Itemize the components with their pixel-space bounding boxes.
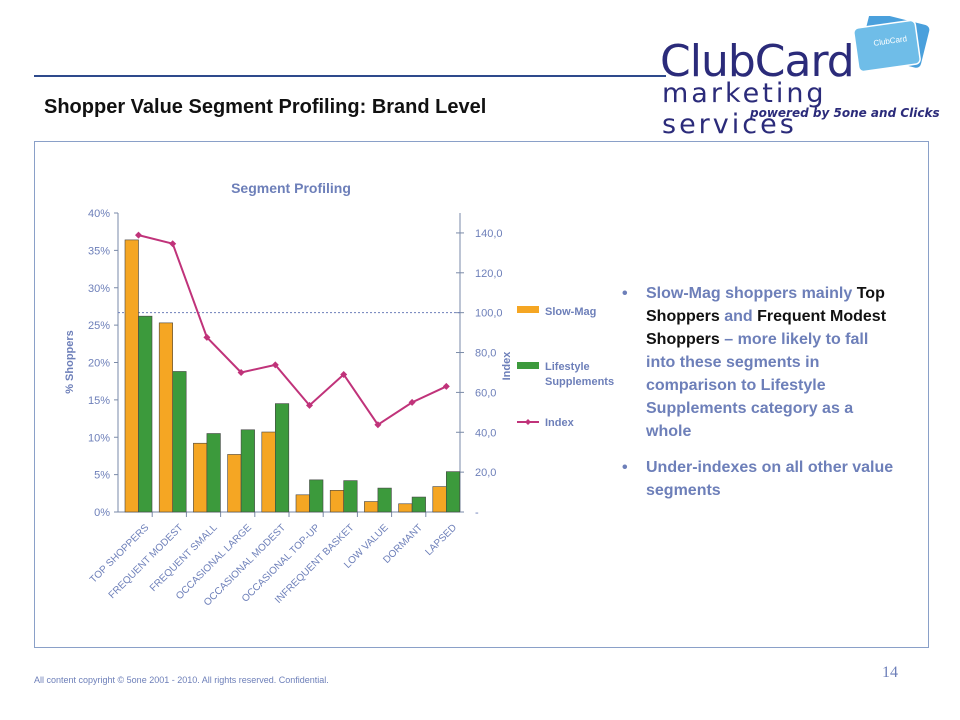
index-point-marker (340, 370, 348, 378)
bar-lifestyle-supplements (309, 479, 324, 513)
top-rule (34, 75, 666, 77)
bar-slow-mag (329, 490, 345, 513)
index-point-marker (237, 368, 245, 376)
bar-lifestyle-supplements (206, 433, 221, 513)
left-tick-label: 30% (88, 283, 110, 295)
left-tick-label: 35% (88, 245, 110, 257)
right-tick-label: 60,0 (475, 387, 496, 399)
clubcard-logo: ClubCard ClubCard marketing services pow… (650, 14, 940, 140)
insight-bullet: • Slow-Mag shoppers mainly Top Shoppers a… (622, 282, 894, 443)
legend-label-slow-mag: Slow-Mag (545, 306, 596, 318)
right-tick-label: 20,0 (475, 467, 496, 479)
bar-lifestyle-supplements (274, 403, 290, 513)
bar-lifestyle-supplements (138, 315, 153, 513)
legend-marker-index (525, 419, 531, 425)
bar-slow-mag (158, 322, 173, 513)
chart-title: Segment Profiling (231, 180, 351, 196)
page-title: Shopper Value Segment Profiling: Brand L… (44, 96, 487, 118)
bar-slow-mag (193, 442, 208, 513)
index-line (138, 234, 447, 427)
legend-label-index: Index (545, 417, 575, 429)
category-label: LAPSED (423, 522, 459, 558)
index-point-marker (203, 333, 211, 341)
right-axis-label: Index (501, 351, 513, 381)
index-point-marker (135, 231, 142, 239)
bar-slow-mag (295, 494, 310, 513)
page-number: 14 (882, 664, 898, 681)
left-tick-label: 40% (88, 208, 110, 220)
left-tick-label: 15% (88, 395, 110, 407)
left-tick-label: 10% (88, 432, 110, 444)
bullet-dot-icon: • (622, 459, 628, 476)
legend-swatch-lifestyle-supplements (517, 362, 539, 369)
bar-lifestyle-supplements (445, 471, 461, 513)
card-logo-icon: ClubCard (853, 16, 930, 73)
bar-slow-mag (364, 501, 379, 513)
bullet-dot-icon: • (622, 285, 628, 302)
left-tick-label: 5% (94, 470, 110, 482)
legend-label-line: Supplements (545, 376, 614, 388)
logo-subtitle: marketing services (662, 78, 827, 140)
bullet-text: Slow-Mag shoppers mainly (646, 285, 857, 302)
copyright-footer: All content copyright © 5one 2001 - 2010… (34, 675, 329, 685)
bullet-text: Under-indexes on all other value segment… (646, 459, 894, 499)
bar-slow-mag (124, 239, 139, 513)
bar-slow-mag (261, 431, 276, 513)
bar-slow-mag (227, 454, 242, 513)
bar-lifestyle-supplements (240, 429, 255, 513)
legend-label-lifestyle-supplements: Lifestyle Supplements (545, 361, 614, 388)
content-frame (34, 141, 929, 648)
left-axis-label: % Shoppers (64, 330, 76, 394)
index-point-marker (442, 382, 450, 390)
bar-lifestyle-supplements (377, 487, 392, 513)
bar-lifestyle-supplements (172, 371, 187, 513)
index-point-marker (408, 398, 416, 406)
index-point-marker (374, 421, 382, 429)
index-point-marker (271, 361, 279, 369)
right-tick-label: 140,0 (475, 228, 503, 240)
left-tick-label: 25% (88, 320, 110, 332)
right-tick-label: 40,0 (475, 427, 496, 439)
logo-wordmark: ClubCard (660, 36, 855, 87)
legend-label-line: Lifestyle (545, 361, 590, 373)
bar-slow-mag (432, 486, 447, 513)
right-tick-label: 120,0 (475, 268, 503, 280)
bar-lifestyle-supplements (343, 480, 358, 513)
right-tick-label: 80,0 (475, 348, 496, 360)
index-point-marker (306, 401, 313, 409)
bullet-highlight: Top Shoppers (646, 285, 885, 325)
bar-slow-mag (398, 503, 413, 513)
category-label: TOP SHOPPERS (88, 522, 152, 586)
insight-bullet: • Under-indexes on all other value segmen… (622, 456, 894, 502)
bullet-highlight: Frequent Modest Shoppers (646, 308, 887, 348)
right-tick-label: 100,0 (475, 308, 503, 320)
logo-tagline: powered by 5one and Clicks (750, 106, 940, 120)
left-tick-label: 20% (88, 358, 110, 370)
bar-lifestyle-supplements (411, 496, 426, 513)
right-tick-label: - (475, 507, 479, 519)
index-point-marker (169, 240, 177, 248)
bullet-text: – more likely to fall into these segment… (646, 331, 869, 440)
bullet-text: and (719, 308, 758, 325)
left-tick-label: 0% (94, 507, 110, 519)
insight-bullets: • Slow-Mag shoppers mainly Top Shoppers a… (622, 282, 894, 502)
legend-swatch-slow-mag (517, 306, 539, 313)
